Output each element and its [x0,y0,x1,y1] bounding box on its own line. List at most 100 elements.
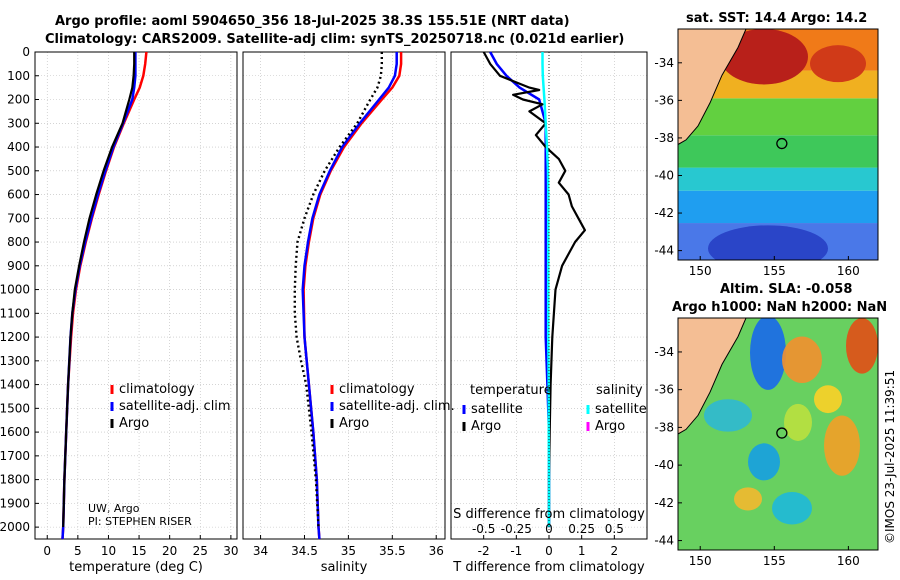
land-australia [678,318,747,435]
y-tick-label: 600 [7,188,30,202]
legend-diff-temp-satellite: satellite [471,402,523,417]
series-line [482,51,587,528]
x-tick-label: 36 [429,544,444,558]
map-x-tick-label: 155 [763,554,786,568]
legend-temp-argo: Argo [119,416,149,431]
y-tick-label: 200 [7,93,30,107]
y-tick-label: 500 [7,164,30,178]
series-line [293,52,383,528]
map-y-tick-label: -40 [654,458,674,472]
y-tick-label-s: 0.25 [568,522,595,536]
sla-anomaly [748,443,780,481]
map-y-tick-label: -36 [654,383,674,397]
legend-temp-climatology: climatology [119,382,195,397]
sla-anomaly [824,415,860,476]
y-tick-label: 1100 [0,306,30,320]
map-y-tick-label: -42 [654,206,674,220]
x-tick-label: 35.5 [379,544,406,558]
map-y-tick-label: -38 [654,420,674,434]
x-axis-label: temperature (deg C) [69,560,203,575]
argo-float-marker [776,427,788,439]
series-line [301,52,398,540]
x-tick-label: 5 [74,544,82,558]
legend-sal-argo: Argo [339,416,369,431]
credit-line2: PI: STEPHEN RISER [88,515,192,528]
y-tick-label: 1200 [0,330,30,344]
title-line2: Climatology: CARS2009. Satellite-adj cli… [45,32,625,47]
sla-anomaly [814,385,842,414]
warm-eddy [810,45,866,83]
x-tick-label: -1 [510,544,522,558]
y-tick-label: 400 [7,140,30,154]
x-axis-label: salinity [321,560,368,575]
legend-diff-sal-argo: Argo [595,419,625,434]
series-line [541,52,551,528]
legend-diff-temperature-title: temperature [470,383,552,398]
sla-anomaly [734,487,762,511]
sla-anomaly [750,318,786,390]
map-y-tick-label: -42 [654,496,674,510]
y-tick-label-s: 0.5 [605,522,624,536]
map-field [678,318,878,550]
x-tick-label: 34.5 [291,544,318,558]
sla-anomaly [772,492,812,525]
x-tick-label: 1 [578,544,586,558]
y-tick-label-s: -0.25 [501,522,532,536]
y-tick-label: 1500 [0,401,30,415]
map-y-tick-label: -34 [654,345,674,359]
legend-temp-satellite-adj: satellite-adj. clim [119,399,231,414]
x-axis-label: T difference from climatology [452,560,645,575]
y-tick-label: 1400 [0,378,30,392]
legend-sal-climatology: climatology [339,382,415,397]
legend-diff-salinity-title: salinity [596,383,643,398]
warm-eddy [720,29,808,85]
map-y-tick-label: -38 [654,131,674,145]
map-x-tick-label: 160 [837,264,860,278]
title-line1: Argo profile: aoml 5904650_356 18-Jul-20… [55,14,570,29]
x-tick-label: 20 [162,544,177,558]
sla-map-subtitle: Argo h1000: NaN h2000: NaN [672,300,888,315]
map-x-tick-label: 150 [689,264,712,278]
y-tick-label: 1000 [0,283,30,297]
series-line [302,52,403,540]
map-sla_map [677,317,879,551]
y-tick-label: 1700 [0,449,30,463]
sla-map-title: Altim. SLA: -0.058 [720,282,853,297]
map-y-tick-label: -44 [654,534,674,548]
axes-frame [242,51,446,540]
series-line [62,52,136,528]
y-tick-label: 800 [7,235,30,249]
x-tick-label: 34 [253,544,268,558]
x-tick-label: 25 [193,544,208,558]
x-tick-label: 30 [223,544,238,558]
credit-line1: UW, Argo [88,502,140,515]
legend-sal-satellite-adj: satellite-adj. clim. [339,399,455,414]
map-x-tick-label: 150 [689,554,712,568]
y-tick-label: 900 [7,259,30,273]
map-y-tick-label: -40 [654,168,674,182]
x-tick-label: 2 [611,544,619,558]
panel-temperature: 0 5 10 15 20 25 30 temperature (deg C) [34,51,239,575]
legend-diff-sal-satellite: satellite [595,402,647,417]
y-tick-label: 700 [7,211,30,225]
land-australia [678,29,747,146]
map-frame [677,317,879,551]
map-x-tick-label: 155 [763,264,786,278]
sst-band [678,190,878,224]
y-tick-label: 0 [22,45,30,59]
sla-anomaly [704,399,752,432]
y-tick-label: 1600 [0,425,30,439]
x-axis-label-s: S difference from climatology [453,507,645,522]
x-tick-label: 0 [43,544,51,558]
y-tick-label: 1800 [0,473,30,487]
x-tick-label: -2 [478,544,490,558]
map-y-tick-label: -34 [654,56,674,70]
map-y-tick-label: -44 [654,244,674,258]
sst-map-title: sat. SST: 14.4 Argo: 14.2 [686,11,868,26]
y-tick-label: 2000 [0,520,30,534]
sla-anomaly [846,318,878,374]
sla-anomaly [782,336,822,383]
sst-band [678,98,878,136]
